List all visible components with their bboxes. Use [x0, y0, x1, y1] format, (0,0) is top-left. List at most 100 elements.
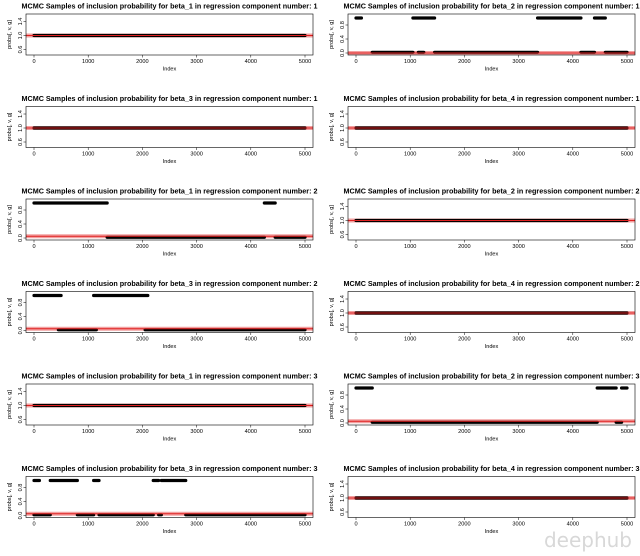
x-axis-label: Index: [163, 159, 177, 165]
x-tick-label: 1000: [82, 429, 94, 435]
x-tick-label: 5000: [299, 337, 311, 343]
y-tick-label: 1.4: [18, 110, 24, 118]
x-tick-label: 5000: [621, 337, 633, 343]
x-tick-label: 4000: [245, 337, 257, 343]
chart-title: MCMC Samples of inclusion probability fo…: [22, 372, 318, 381]
x-axis-label: Index: [163, 67, 177, 73]
y-tick-label: 0.6: [340, 138, 346, 146]
x-tick-label: 2000: [458, 429, 470, 435]
x-tick-label: 1000: [404, 244, 416, 250]
y-tick-label: 1.0: [340, 309, 346, 317]
y-tick-label: 0.0: [340, 49, 346, 57]
x-tick-label: 1000: [404, 522, 416, 528]
x-tick-label: 5000: [299, 59, 311, 65]
x-tick-label: 0: [354, 337, 357, 343]
x-tick-label: 3000: [190, 59, 202, 65]
y-axis-label: probs[, v, g]: [7, 112, 13, 141]
chart-title: MCMC Samples of inclusion probability fo…: [344, 279, 640, 288]
x-tick-label: 5000: [299, 429, 311, 435]
x-tick-label: 0: [354, 152, 357, 158]
x-tick-label: 2000: [136, 429, 148, 435]
x-tick-label: 4000: [567, 59, 579, 65]
trace-panel: MCMC Samples of inclusion probability fo…: [329, 279, 639, 350]
x-tick-label: 0: [32, 244, 35, 250]
x-tick-label: 5000: [299, 244, 311, 250]
y-tick-label: 1.0: [18, 124, 24, 132]
trace-panel: MCMC Samples of inclusion probability fo…: [329, 187, 639, 258]
x-tick-label: 0: [32, 429, 35, 435]
x-tick-label: 0: [32, 152, 35, 158]
y-tick-label: 1.4: [340, 295, 346, 303]
x-tick-label: 1000: [404, 152, 416, 158]
x-tick-label: 2000: [136, 522, 148, 528]
y-axis-label: probs[, v, g]: [329, 482, 335, 511]
y-tick-label: 0.6: [18, 46, 24, 54]
x-tick-label: 3000: [512, 429, 524, 435]
x-tick-label: 2000: [458, 337, 470, 343]
chart-title: MCMC Samples of inclusion probability fo…: [344, 2, 640, 11]
chart-title: MCMC Samples of inclusion probability fo…: [22, 187, 318, 196]
x-axis-label: Index: [485, 252, 499, 258]
y-tick-label: 1.0: [18, 32, 24, 40]
x-tick-label: 0: [354, 522, 357, 528]
x-tick-label: 5000: [621, 429, 633, 435]
x-tick-label: 4000: [245, 429, 257, 435]
trace-panel: MCMC Samples of inclusion probability fo…: [329, 464, 639, 535]
x-tick-label: 0: [354, 59, 357, 65]
plot-box: [25, 383, 314, 426]
y-axis-label: probs[, v, g]: [329, 112, 335, 141]
y-axis-label: probs[, v, g]: [329, 297, 335, 326]
x-tick-label: 4000: [567, 522, 579, 528]
x-tick-label: 4000: [567, 244, 579, 250]
chart-title: MCMC Samples of inclusion probability fo…: [22, 2, 318, 11]
plot-box: [25, 13, 314, 56]
x-tick-label: 1000: [82, 244, 94, 250]
x-tick-label: 1000: [82, 522, 94, 528]
x-tick-label: 0: [354, 429, 357, 435]
y-tick-label: 0.4: [18, 498, 24, 506]
x-tick-label: 0: [354, 244, 357, 250]
x-tick-label: 3000: [190, 429, 202, 435]
x-tick-label: 0: [32, 522, 35, 528]
trace-panel: MCMC Samples of inclusion probability fo…: [7, 2, 317, 73]
plot-box: [25, 106, 314, 148]
y-tick-label: 1.0: [18, 402, 24, 410]
watermark: deephub: [543, 528, 632, 552]
x-tick-label: 0: [32, 59, 35, 65]
trace-panel: MCMC Samples of inclusion probability fo…: [329, 372, 639, 443]
plot-box: [347, 291, 636, 333]
x-tick-label: 3000: [190, 152, 202, 158]
y-tick-label: 0.0: [18, 234, 24, 242]
x-tick-label: 4000: [567, 337, 579, 343]
x-axis-label: Index: [163, 437, 177, 443]
x-tick-label: 3000: [190, 522, 202, 528]
plot-box: [347, 383, 636, 426]
y-tick-label: 1.4: [340, 480, 346, 488]
y-axis-label: probs[, v, g]: [329, 205, 335, 234]
x-axis-label: Index: [485, 159, 499, 165]
x-tick-label: 2000: [458, 244, 470, 250]
x-tick-label: 3000: [512, 152, 524, 158]
y-axis-label: probs[, v, g]: [7, 20, 13, 49]
x-tick-label: 5000: [299, 152, 311, 158]
trace-panel: MCMC Samples of inclusion probability fo…: [7, 372, 317, 443]
y-tick-label: 0.8: [18, 484, 24, 492]
chart-title: MCMC Samples of inclusion probability fo…: [22, 94, 318, 103]
x-tick-label: 2000: [136, 152, 148, 158]
y-tick-label: 1.4: [18, 18, 24, 26]
y-tick-label: 1.4: [340, 203, 346, 211]
chart-title: MCMC Samples of inclusion probability fo…: [22, 464, 318, 473]
x-tick-label: 3000: [512, 522, 524, 528]
x-tick-label: 3000: [512, 244, 524, 250]
trace-panel: MCMC Samples of inclusion probability fo…: [7, 279, 317, 350]
x-tick-label: 1000: [82, 59, 94, 65]
x-tick-label: 5000: [621, 59, 633, 65]
trace-panel: MCMC Samples of inclusion probability fo…: [329, 94, 639, 165]
x-tick-label: 1000: [82, 337, 94, 343]
y-tick-label: 0.4: [340, 35, 346, 43]
y-tick-label: 0.6: [18, 416, 24, 424]
x-axis-label: Index: [485, 529, 499, 535]
y-tick-label: 0.0: [18, 327, 24, 335]
plot-box: [347, 106, 636, 148]
chart-title: MCMC Samples of inclusion probability fo…: [344, 94, 640, 103]
